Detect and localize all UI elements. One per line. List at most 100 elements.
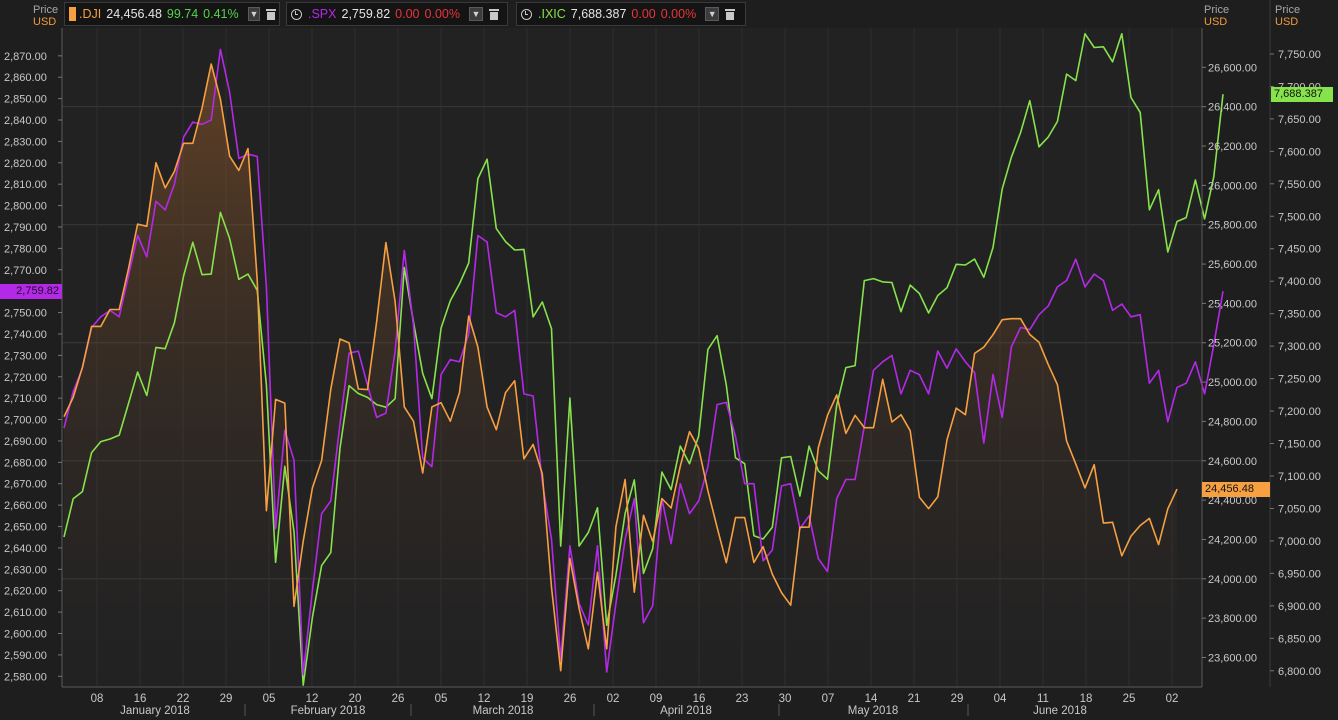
last-price-flag-dji: 24,456.48 (1202, 481, 1270, 497)
mid-axis: 23,600.00 23,800.00 24,000.00 24,200.00 24,4… (1202, 62, 1257, 664)
left-tick-label: 2,850.00 (4, 94, 47, 106)
left-tick-label: 2,620.00 (4, 586, 47, 598)
x-tick-label: 12 (478, 693, 491, 705)
mid-tick-label: 24,000.00 (1208, 574, 1257, 586)
x-tick-label: 29 (951, 693, 964, 705)
clock-icon (521, 8, 532, 20)
x-tick-label: 29 (220, 693, 233, 705)
left-tick-label: 2,580.00 (4, 671, 47, 683)
trash-icon[interactable] (725, 8, 736, 20)
left-tick-label: 2,820.00 (4, 158, 47, 170)
mid-tick-label: 26,600.00 (1208, 62, 1257, 74)
x-month-label: May 2018 (848, 705, 899, 717)
right-tick-label: 7,750.00 (1278, 49, 1321, 61)
instrument-pct: 0.41% (203, 7, 239, 21)
clock-icon (291, 8, 302, 20)
left-tick-label: 2,610.00 (4, 607, 47, 619)
x-tick-label: 23 (736, 693, 749, 705)
x-tick-label: 12 (306, 693, 319, 705)
left-tick-label: 2,640.00 (4, 543, 47, 555)
left-tick-label: 2,590.00 (4, 650, 47, 662)
x-tick-label: 05 (263, 693, 276, 705)
series-color-swatch (69, 7, 77, 21)
instrument-change: 0.00 (395, 7, 420, 21)
x-tick-label: 16 (134, 693, 147, 705)
x-tick-label: 09 (650, 693, 663, 705)
right-tick-label: 7,500.00 (1278, 211, 1321, 223)
left-tick-label: 2,770.00 (4, 265, 47, 277)
left-tick-label: 2,710.00 (4, 393, 47, 405)
instrument-chip-dji[interactable]: .DJI 24,456.48 99.74 0.41% ▼ (64, 2, 280, 26)
instrument-symbol: .SPX (308, 7, 337, 21)
right-tick-label: 7,550.00 (1278, 179, 1321, 191)
instrument-change: 99.74 (166, 7, 199, 21)
last-price-flag-ixic: 7,688.387 (1271, 86, 1333, 102)
chevron-down-icon[interactable]: ▼ (247, 7, 261, 21)
instrument-chip-ixic[interactable]: .IXIC 7,688.387 0.00 0.00% ▼ (516, 2, 746, 26)
chevron-down-icon[interactable]: ▼ (705, 7, 720, 21)
series-line-dji (63, 63, 1178, 672)
right-tick-label: 7,100.00 (1278, 471, 1321, 483)
mid-tick-label: 23,600.00 (1208, 652, 1257, 664)
mid-tick-label: 25,600.00 (1208, 259, 1257, 271)
left-tick-label: 2,870.00 (4, 51, 47, 63)
right-tick-label: 7,000.00 (1278, 536, 1321, 548)
x-axis: 08 16 22 29 05 12 20 26 05 12 19 26 02 09 16 23 30 07 14 21… (91, 693, 1179, 717)
right-tick-label: 7,300.00 (1278, 341, 1321, 353)
instrument-chip-spx[interactable]: .SPX 2,759.82 0.00 0.00% ▼ (286, 2, 508, 26)
left-tick-label: 2,720.00 (4, 372, 47, 384)
right-tick-label: 7,400.00 (1278, 276, 1321, 288)
left-tick-label: 2,630.00 (4, 564, 47, 576)
left-tick-label: 2,690.00 (4, 436, 47, 448)
x-tick-label: 05 (435, 693, 448, 705)
mid-axis-header: Price USD (1204, 4, 1230, 28)
mid-tick-label: 24,400.00 (1208, 495, 1257, 507)
left-tick-label: 2,750.00 (4, 308, 47, 320)
x-month-label: April 2018 (660, 705, 712, 717)
instrument-symbol: .IXIC (538, 7, 566, 21)
mid-tick-label: 26,000.00 (1208, 180, 1257, 192)
right-axis: 6,800.00 6,850.00 6,900.00 6,950.00 7,000.00… (1270, 49, 1321, 678)
x-tick-label: 18 (1080, 693, 1093, 705)
right-tick-label: 7,350.00 (1278, 309, 1321, 321)
x-tick-label: 14 (865, 693, 878, 705)
left-tick-label: 2,650.00 (4, 522, 47, 534)
right-tick-label: 6,900.00 (1278, 601, 1321, 613)
left-tick-label: 2,670.00 (4, 479, 47, 491)
x-month-label: January 2018 (120, 705, 190, 717)
mid-tick-label: 23,800.00 (1208, 613, 1257, 625)
last-price-flag-spx: 2,759.82 (0, 283, 62, 299)
x-tick-label: 04 (994, 693, 1007, 705)
trash-icon[interactable] (266, 8, 276, 20)
x-tick-label: 30 (779, 693, 792, 705)
x-tick-label: 22 (177, 693, 190, 705)
left-tick-label: 2,660.00 (4, 500, 47, 512)
instrument-last: 24,456.48 (106, 7, 162, 21)
left-tick-label: 2,840.00 (4, 115, 47, 127)
x-tick-label: 21 (908, 693, 921, 705)
trash-icon[interactable] (488, 8, 499, 20)
dji-area-fill (64, 64, 1177, 687)
chevron-down-icon[interactable]: ▼ (468, 7, 483, 21)
left-tick-label: 2,700.00 (4, 415, 47, 427)
x-month-label: June 2018 (1033, 705, 1087, 717)
left-tick-label: 2,790.00 (4, 222, 47, 234)
right-tick-label: 7,600.00 (1278, 146, 1321, 158)
right-axis-header: Price USD (1275, 4, 1301, 28)
x-month-label: February 2018 (291, 705, 366, 717)
left-axis-header: Price USD (33, 4, 59, 28)
left-tick-label: 2,730.00 (4, 350, 47, 362)
x-tick-label: 20 (349, 693, 362, 705)
instrument-last: 7,688.387 (570, 7, 627, 21)
mid-tick-label: 25,800.00 (1208, 220, 1257, 232)
x-month-label: March 2018 (473, 705, 534, 717)
left-tick-label: 2,800.00 (4, 201, 47, 213)
x-tick-label: 11 (1037, 693, 1049, 705)
x-tick-label: 07 (822, 693, 835, 705)
instrument-change: 0.00 (631, 7, 656, 21)
mid-tick-label: 26,200.00 (1208, 141, 1257, 153)
x-tick-label: 19 (521, 693, 534, 705)
x-tick-label: 25 (1123, 693, 1136, 705)
x-tick-label: 26 (392, 693, 405, 705)
